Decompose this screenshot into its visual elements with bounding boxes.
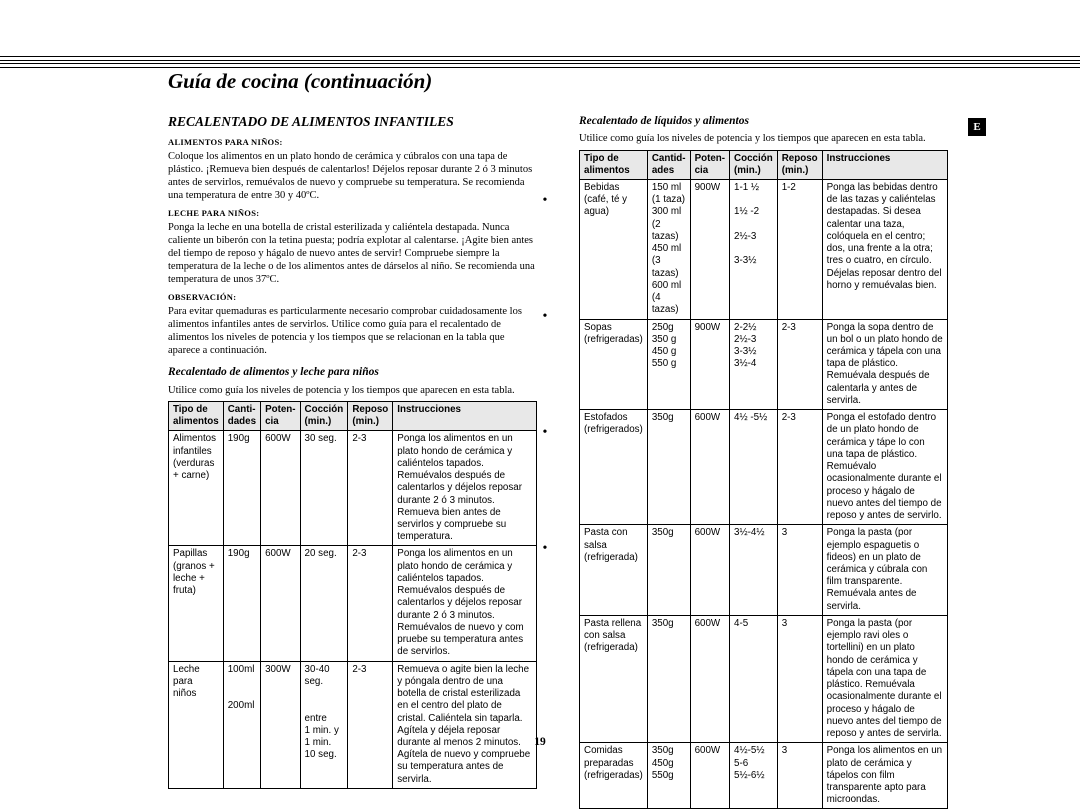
content-columns: RECALENTADO DE ALIMENTOS INFANTILES ALIM…	[168, 114, 948, 809]
table-header-cell: Poten- cia	[690, 150, 729, 179]
table-cell: 2-3	[777, 410, 822, 525]
table-cell: Ponga la pasta (por ejemplo espaguetis o…	[822, 525, 947, 616]
section-title: Guía de cocina (continuación)	[168, 68, 438, 95]
mini-head-3: OBSERVACIÓN:	[168, 292, 537, 303]
table-cell: 350g	[647, 615, 690, 742]
table-row: Alimentos infantiles (verduras + carne)1…	[169, 431, 537, 546]
table-cell: Ponga el estofado dentro de un plato hon…	[822, 410, 947, 525]
table-cell: 3	[777, 743, 822, 809]
table-cell: 1-1 ½ 1½ -2 2½-3 3-3½	[730, 179, 778, 319]
table-cell: 3½-4½	[730, 525, 778, 616]
table-cell: 900W	[690, 319, 729, 410]
mini-head-1: ALIMENTOS PARA NIÑOS:	[168, 137, 537, 148]
table-cell: 30-40 seg. entre 1 min. y 1 min. 10 seg.	[300, 661, 348, 788]
table-cell: 4½ -5½	[730, 410, 778, 525]
table-cell: Bebidas (café, té y agua)	[580, 179, 648, 319]
table-cell: 20 seg.	[300, 546, 348, 661]
table-header-cell: Cocción (min.)	[300, 401, 348, 430]
lang-badge: E	[968, 118, 986, 136]
table-cell: Ponga los alimentos en un plato hondo de…	[393, 431, 537, 546]
table-header-cell: Reposo (min.)	[348, 401, 393, 430]
table-row: Leche para niños100ml 200ml300W30-40 seg…	[169, 661, 537, 788]
table-header-cell: Poten- cia	[261, 401, 300, 430]
para-r1: Utilice como guía los niveles de potenci…	[579, 132, 948, 145]
table-row: Bebidas (café, té y agua)150 ml (1 taza)…	[580, 179, 948, 319]
table-cell: 2-2½ 2½-3 3-3½ 3½-4	[730, 319, 778, 410]
table-cell: 4-5	[730, 615, 778, 742]
table-cell: Papillas (granos + leche + fruta)	[169, 546, 224, 661]
table-header-cell: Instrucciones	[822, 150, 947, 179]
table-cell: 100ml 200ml	[223, 661, 260, 788]
table-cell: Leche para niños	[169, 661, 224, 788]
table-cell: Ponga la sopa dentro de un bol o un plat…	[822, 319, 947, 410]
table-row: Pasta con salsa (refrigerada)350g600W3½-…	[580, 525, 948, 616]
table-cell: Sopas (refrigeradas)	[580, 319, 648, 410]
para-3: Para evitar quemaduras es particularment…	[168, 305, 537, 358]
table-cell: Comidas preparadas (refrigeradas)	[580, 743, 648, 809]
table-header-cell: Cantid- ades	[647, 150, 690, 179]
table-ninos: Tipo de alimentosCanti- dadesPoten- ciaC…	[168, 401, 537, 789]
table-cell: 600W	[261, 431, 300, 546]
table-cell: 2-3	[348, 431, 393, 546]
table-cell: 350g	[647, 525, 690, 616]
table-cell: Alimentos infantiles (verduras + carne)	[169, 431, 224, 546]
table-cell: 3	[777, 615, 822, 742]
right-column: Recalentado de líquidos y alimentos Util…	[579, 114, 948, 809]
table-cell: 3	[777, 525, 822, 616]
table-cell: Remueva o agite bien la leche y póngala …	[393, 661, 537, 788]
table-header-cell: Cocción (min.)	[730, 150, 778, 179]
table-header-cell: Tipo de alimentos	[580, 150, 648, 179]
table-cell: 2-3	[348, 661, 393, 788]
table-cell: 600W	[261, 546, 300, 661]
table-cell: 350g	[647, 410, 690, 525]
table-header-cell: Reposo (min.)	[777, 150, 822, 179]
table-cell: Ponga las bebidas dentro de las tazas y …	[822, 179, 947, 319]
table-cell: 350g 450g 550g	[647, 743, 690, 809]
top-rules	[0, 56, 1080, 71]
table-cell: Ponga los alimentos en un plato hondo de…	[393, 546, 537, 661]
table-cell: 600W	[690, 410, 729, 525]
table-cell: 900W	[690, 179, 729, 319]
table-cell: Ponga los alimentos en un plato de cerám…	[822, 743, 947, 809]
table-row: Pasta rellena con salsa (refrigerada)350…	[580, 615, 948, 742]
table-row: Comidas preparadas (refrigeradas)350g 45…	[580, 743, 948, 809]
table-liquidos: Tipo de alimentosCantid- adesPoten- ciaC…	[579, 150, 948, 809]
table-cell: 150 ml (1 taza) 300 ml (2 tazas) 450 ml …	[647, 179, 690, 319]
table-cell: 190g	[223, 431, 260, 546]
table-cell: 250g 350 g 450 g 550 g	[647, 319, 690, 410]
para-2: Ponga la leche en una botella de cristal…	[168, 221, 537, 287]
table-cell: 1-2	[777, 179, 822, 319]
table-cell: 2-3	[348, 546, 393, 661]
table-cell: 300W	[261, 661, 300, 788]
table-cell: 2-3	[777, 319, 822, 410]
mini-head-2: LECHE PARA NIÑOS:	[168, 208, 537, 219]
table-cell: Pasta rellena con salsa (refrigerada)	[580, 615, 648, 742]
left-sub2: Recalentado de alimentos y leche para ni…	[168, 365, 537, 379]
table-cell: 600W	[690, 615, 729, 742]
table-cell: 30 seg.	[300, 431, 348, 546]
table-header-cell: Tipo de alimentos	[169, 401, 224, 430]
table-cell: Ponga la pasta (por ejemplo ravi oles o …	[822, 615, 947, 742]
table-row: Sopas (refrigeradas)250g 350 g 450 g 550…	[580, 319, 948, 410]
table-header-cell: Instrucciones	[393, 401, 537, 430]
table-cell: Pasta con salsa (refrigerada)	[580, 525, 648, 616]
table-cell: 190g	[223, 546, 260, 661]
table-header-cell: Canti- dades	[223, 401, 260, 430]
left-heading: RECALENTADO DE ALIMENTOS INFANTILES	[168, 114, 537, 131]
table-row: Papillas (granos + leche + fruta)190g600…	[169, 546, 537, 661]
right-sub: Recalentado de líquidos y alimentos	[579, 114, 948, 128]
table-cell: 4½-5½ 5-6 5½-6½	[730, 743, 778, 809]
left-column: RECALENTADO DE ALIMENTOS INFANTILES ALIM…	[168, 114, 537, 809]
table-cell: 600W	[690, 743, 729, 809]
table-cell: Estofados (refrigerados)	[580, 410, 648, 525]
table-row: Estofados (refrigerados)350g600W4½ -5½2-…	[580, 410, 948, 525]
para-1: Coloque los alimentos en un plato hondo …	[168, 150, 537, 203]
table-cell: 600W	[690, 525, 729, 616]
para-4: Utilice como guía los niveles de potenci…	[168, 384, 537, 397]
